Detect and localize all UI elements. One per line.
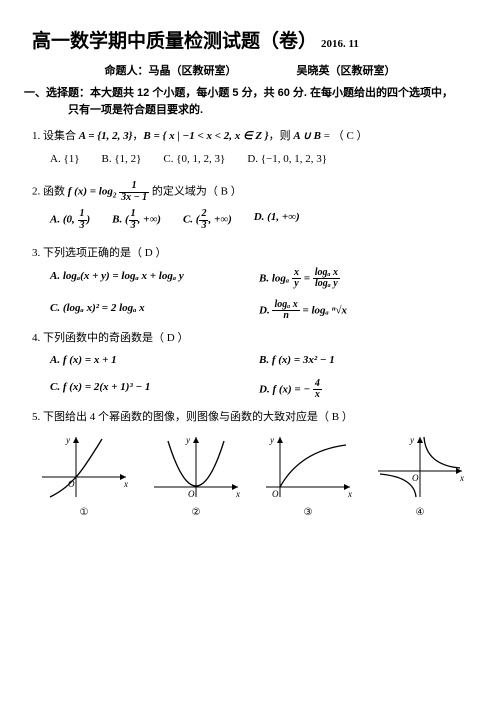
q1-setB: B = { x | −1 < x < 2, x ∈ Z } (143, 130, 268, 142)
graph-4-label: ④ (372, 505, 468, 520)
section-1-line2: 只有一项是符合题目要求的. (68, 102, 468, 119)
author-2: 吴晓英（区教研室） (297, 65, 396, 77)
q1-opt-A: A. {1} (50, 151, 80, 168)
q2-f: f (x) = log (68, 186, 113, 198)
q3-opt-C: C. (logₐ x)² = 2 logₐ x (50, 300, 259, 322)
q3-opt-A: A. logₐ(x + y) = logₐ x + logₐ y (50, 268, 259, 290)
q2B-post: , +∞) (138, 214, 161, 226)
page-title: 高一数学期中质量检测试题（卷） (32, 28, 317, 57)
q2-den: 3x − 1 (119, 193, 149, 204)
q3D-mid: = logₐ (300, 304, 332, 316)
q1-opt-B: B. {1, 2} (102, 151, 142, 168)
q4-opt-D: D. f (x) = − 4x (259, 379, 468, 401)
question-2-options: A. (0, 13) B. (13, +∞) C. (23, +∞) D. (1… (50, 209, 468, 237)
authors: 命题人：马晶（区教研室） 吴晓英（区教研室） (32, 63, 468, 80)
q2C-post: , +∞) (208, 214, 231, 226)
q2B-pre: B. ( (112, 214, 129, 226)
question-2-stem: 2. 函数 f (x) = log2 13x − 1 的定义域为（ B ） (32, 181, 468, 203)
graph-1-label: ① (36, 505, 132, 520)
q2-opt-D: D. (1, +∞) (254, 209, 300, 231)
question-1-stem: 1. 设集合 A = {1, 2, 3}，B = { x | −1 < x < … (32, 128, 468, 145)
svg-text:x: x (235, 489, 240, 499)
q2C-pre: C. ( (183, 214, 200, 226)
question-3: 3. 下列选项正确的是（ D ） A. logₐ(x + y) = logₐ x… (32, 245, 468, 322)
section-1-line1: 一、选择题：本大题共 12 个小题，每小题 5 分，共 60 分. 在每小题给出… (24, 85, 468, 102)
svg-text:y: y (269, 435, 274, 445)
graph-1: x y O ① (36, 431, 132, 520)
graph-2: x y O ② (148, 431, 244, 520)
q3-opt-B: B. logₐ xy = logₐ xlogₐ y (259, 268, 468, 290)
section-1-head: 一、选择题：本大题共 12 个小题，每小题 5 分，共 60 分. 在每小题给出… (24, 85, 468, 118)
q4D-den: x (313, 390, 322, 401)
svg-text:y: y (185, 435, 190, 445)
q2A-den: 3 (78, 221, 87, 232)
q4D-pre: D. f (x) = − (259, 383, 313, 395)
svg-text:x: x (123, 479, 128, 489)
question-3-options: A. logₐ(x + y) = logₐ x + logₐ y B. logₐ… (50, 268, 468, 322)
q1-mid: ， (132, 130, 143, 142)
q3B-den: y (292, 279, 301, 290)
question-1-options: A. {1} B. {1, 2} C. {0, 1, 2, 3} D. {−1,… (50, 151, 468, 174)
question-2: 2. 函数 f (x) = log2 13x − 1 的定义域为（ B ） A.… (32, 181, 468, 237)
q2-num: 1 (119, 181, 149, 193)
q1-union: A ∪ B (293, 130, 321, 142)
question-5-graphs: x y O ① x y O ② (36, 431, 468, 520)
svg-text:O: O (412, 473, 419, 483)
graph-2-label: ② (148, 505, 244, 520)
svg-text:O: O (272, 489, 279, 499)
svg-text:x: x (459, 473, 464, 483)
q1-opt-C: C. {0, 1, 2, 3} (163, 151, 225, 168)
q3D-pre: D. (259, 304, 272, 316)
svg-text:x: x (347, 489, 352, 499)
question-4-stem: 4. 下列函数中的奇函数是（ D ） (32, 330, 468, 347)
q2-opt-B: B. (13, +∞) (112, 209, 161, 231)
q3-opt-D: D. logₐ xn = logₐ ⁿ√x (259, 300, 468, 322)
question-1: 1. 设集合 A = {1, 2, 3}，B = { x | −1 < x < … (32, 128, 468, 173)
question-4: 4. 下列函数中的奇函数是（ D ） A. f (x) = x + 1 B. f… (32, 330, 468, 401)
q1-opt-D: D. {−1, 0, 1, 2, 3} (247, 151, 327, 168)
q2A-num: 1 (78, 209, 87, 221)
q2-pre: 2. 函数 (32, 186, 68, 198)
question-5: 5. 下图给出 4 个幂函数的图像，则图像与函数的大致对应是（ B ） x y … (32, 409, 468, 521)
q1-setA: A = {1, 2, 3} (79, 130, 133, 142)
question-4-options: A. f (x) = x + 1 B. f (x) = 3x² − 1 C. f… (50, 352, 468, 401)
q2B-den: 3 (129, 221, 138, 232)
q1-pre: 1. 设集合 (32, 130, 79, 142)
q2-base: 2 (113, 192, 117, 200)
q4-opt-B: B. f (x) = 3x² − 1 (259, 352, 468, 369)
title-row: 高一数学期中质量检测试题（卷） 2016. 11 (32, 28, 468, 57)
question-5-stem: 5. 下图给出 4 个幂函数的图像，则图像与函数的大致对应是（ B ） (32, 409, 468, 426)
graph-4: x y O ④ (372, 431, 468, 520)
q2-opt-A: A. (0, 13) (50, 209, 90, 231)
author-1: 马晶（区教研室） (149, 65, 237, 77)
svg-text:y: y (65, 435, 70, 445)
q1-post: ，则 (269, 130, 294, 142)
q2A-pre: A. (0, (50, 214, 78, 226)
svg-text:O: O (188, 489, 195, 499)
q3D-root: ⁿ√x (332, 304, 347, 316)
authors-label: 命题人： (105, 65, 149, 77)
q2-post: 的定义域为（ B ） (152, 186, 242, 198)
graph-3: x y O ③ (260, 431, 356, 520)
q3B-mid: = (301, 272, 313, 284)
q3D-den: n (272, 311, 299, 322)
svg-text:y: y (409, 435, 414, 445)
q2-opt-C: C. (23, +∞) (183, 209, 232, 231)
title-date: 2016. 11 (321, 36, 359, 53)
graph-3-label: ③ (260, 505, 356, 520)
q3B-pre: B. logₐ (259, 272, 292, 284)
q4-opt-C: C. f (x) = 2(x + 1)³ − 1 (50, 379, 259, 401)
q2A-post: ) (87, 214, 91, 226)
q3B-rden: logₐ y (313, 279, 340, 290)
q2-frac: 13x − 1 (119, 181, 149, 203)
q1-eq: = （ C ） (321, 130, 368, 142)
q4-opt-A: A. f (x) = x + 1 (50, 352, 259, 369)
svg-text:O: O (68, 479, 75, 489)
q2B-num: 1 (129, 209, 138, 221)
question-3-stem: 3. 下列选项正确的是（ D ） (32, 245, 468, 262)
